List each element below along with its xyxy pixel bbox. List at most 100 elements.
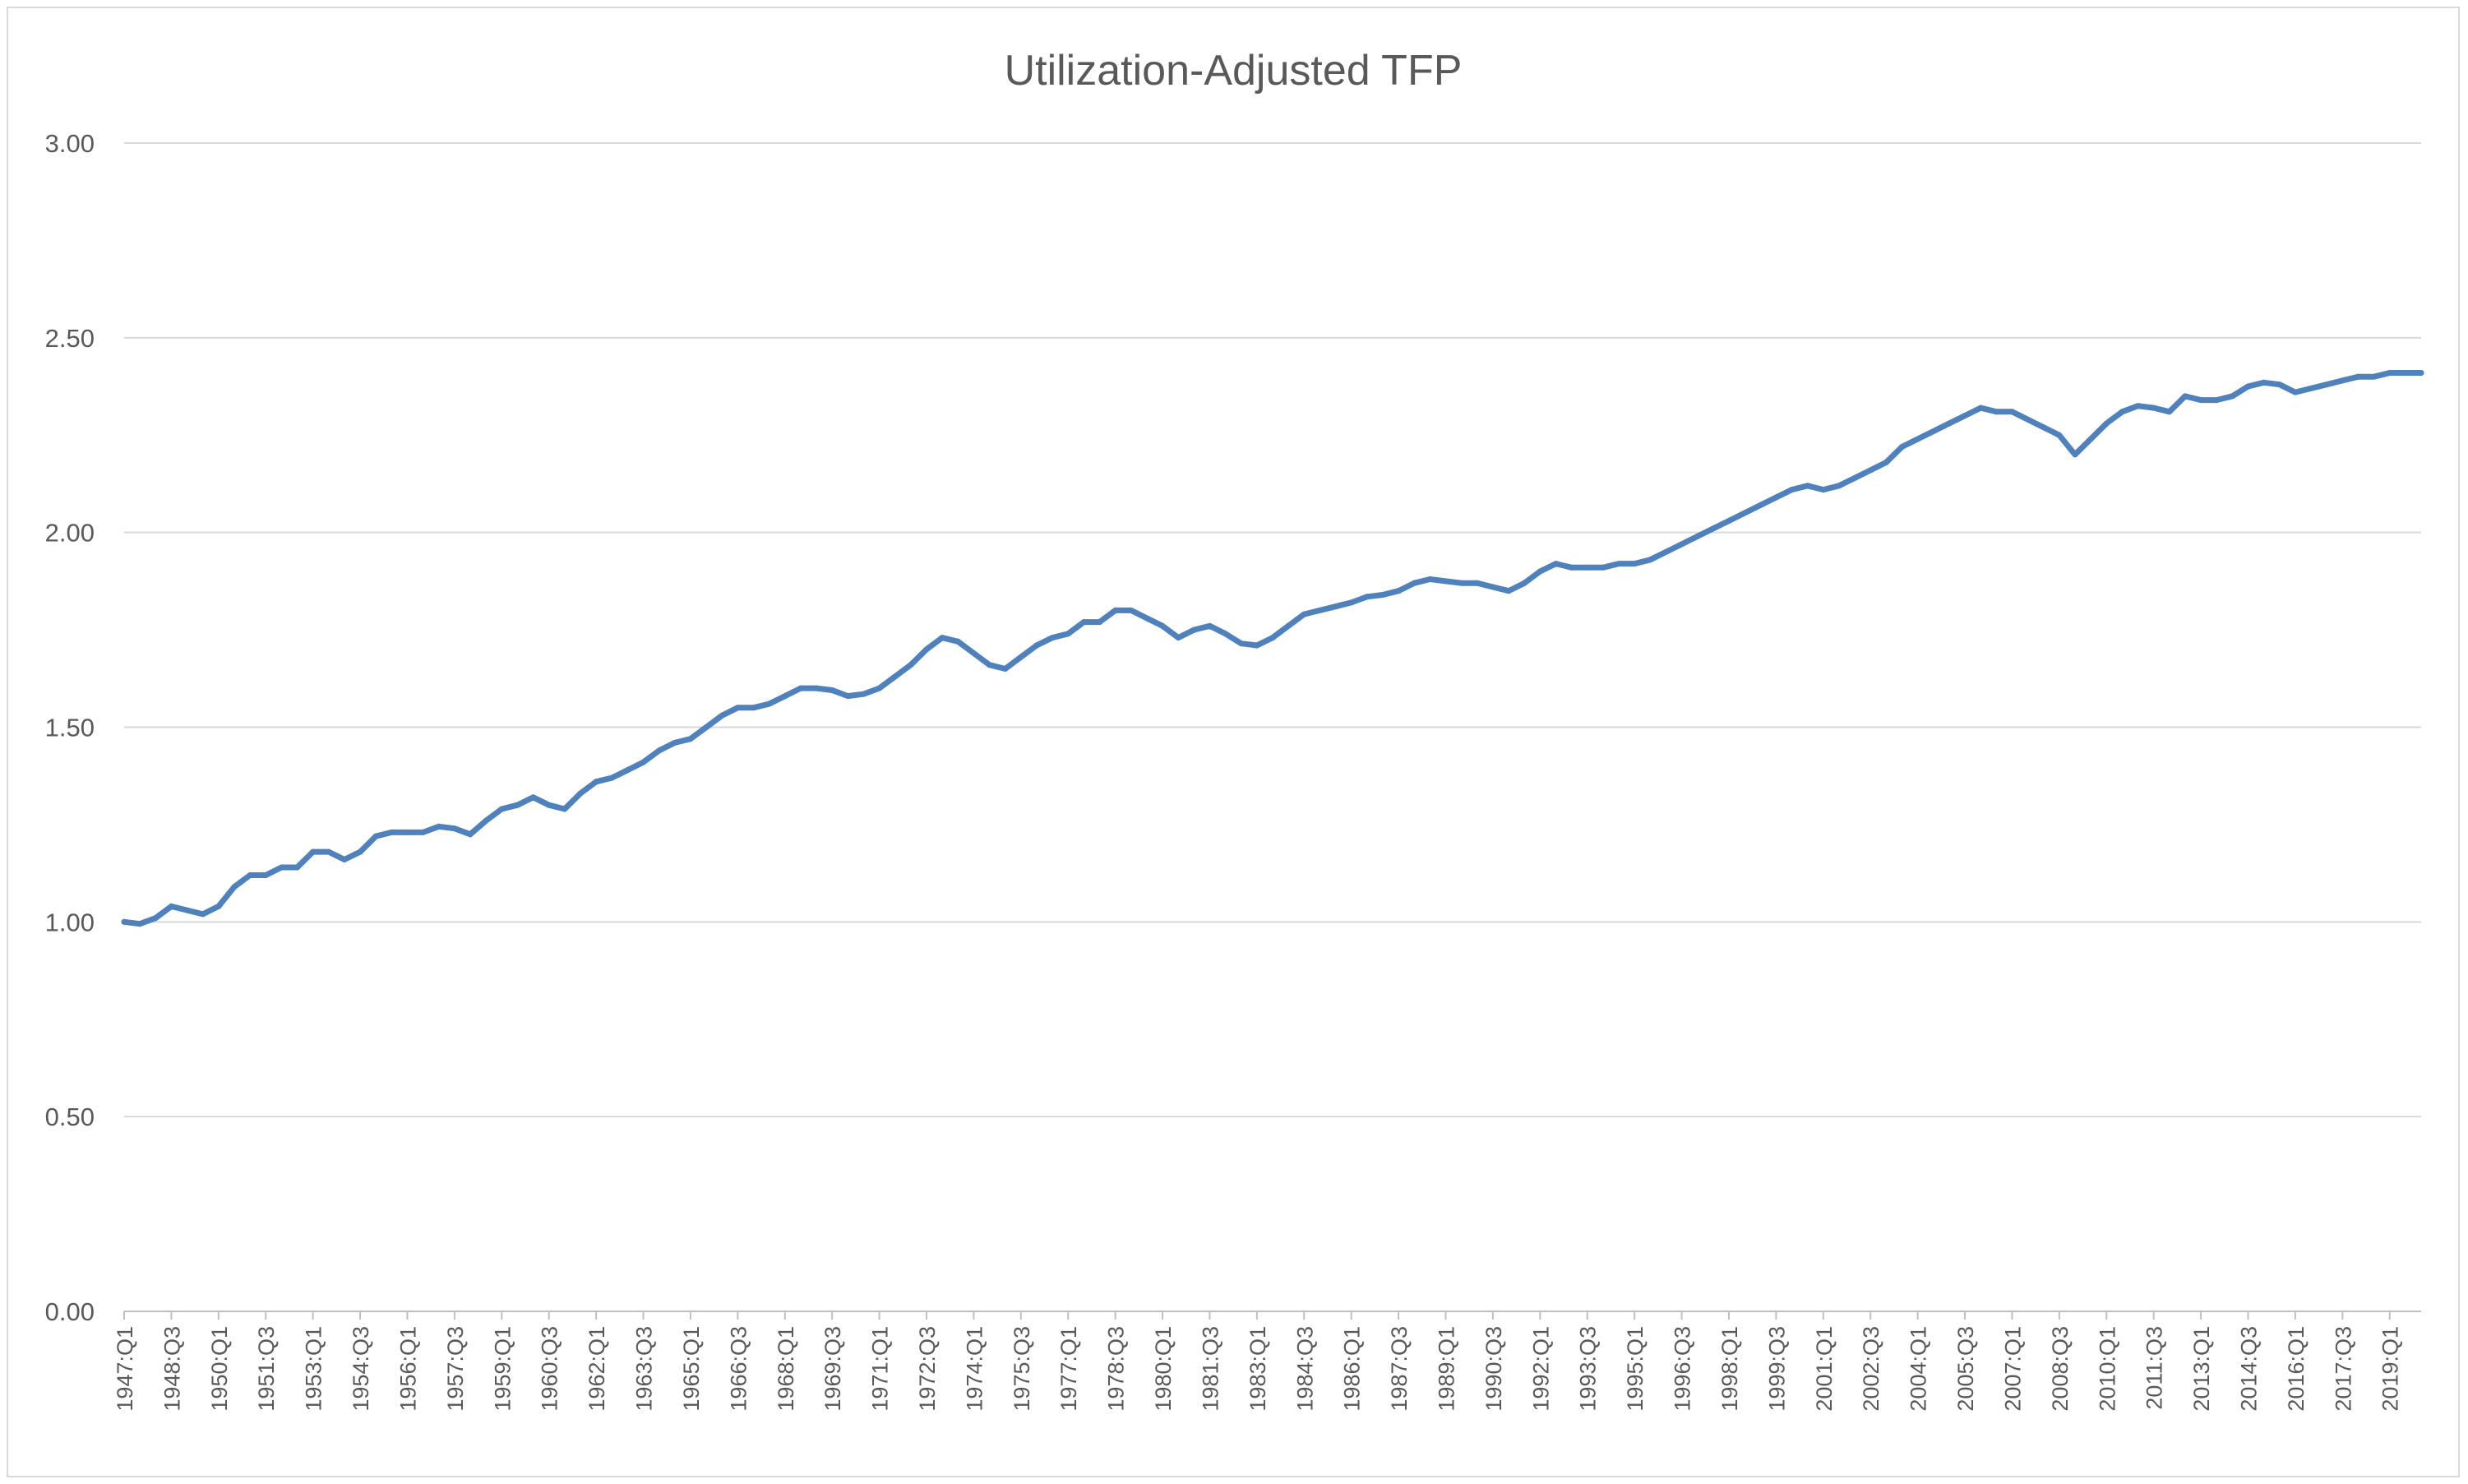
- data-point: [1867, 467, 1874, 474]
- y-tick-label: 2.00: [45, 519, 95, 548]
- data-point: [1348, 599, 1355, 606]
- y-axis-ticks: 0.00 0.50 1.00 1.50 2.00 2.50 3.00: [45, 129, 95, 1326]
- x-tick-label: 2005:Q3: [1953, 1326, 1978, 1412]
- data-point: [247, 872, 253, 878]
- data-point: [1065, 631, 1071, 637]
- data-point: [1899, 444, 1905, 450]
- x-tick-label: 2017:Q3: [2331, 1326, 2355, 1412]
- data-point: [562, 806, 568, 812]
- x-tick-label: 1983:Q1: [1246, 1326, 1270, 1412]
- x-tick-label: 1981:Q3: [1198, 1326, 1222, 1412]
- x-tick-label: 1960:Q3: [538, 1326, 562, 1412]
- data-point: [1584, 564, 1591, 571]
- data-point: [1301, 611, 1307, 617]
- x-tick-label: 1995:Q1: [1623, 1326, 1648, 1412]
- data-point: [1190, 626, 1197, 633]
- data-point: [719, 712, 725, 719]
- data-point: [593, 779, 599, 785]
- data-point: [2135, 403, 2141, 409]
- data-point: [734, 705, 741, 711]
- data-point: [656, 747, 663, 754]
- data-point: [420, 829, 427, 835]
- data-point: [1789, 487, 1795, 493]
- x-tick-label: 1959:Q1: [490, 1326, 515, 1412]
- data-point: [2056, 432, 2063, 438]
- data-point: [2387, 370, 2393, 376]
- x-tick-label: 1971:Q1: [868, 1326, 893, 1412]
- data-point: [1647, 557, 1653, 563]
- data-point: [687, 736, 694, 742]
- data-point: [2072, 451, 2078, 458]
- x-tick-label: 1984:Q3: [1292, 1326, 1317, 1412]
- data-point: [1615, 561, 1622, 567]
- y-tick-label: 2.50: [45, 324, 95, 353]
- data-point: [782, 693, 788, 700]
- data-point: [1443, 578, 1449, 585]
- data-point: [1411, 580, 1417, 586]
- data-point: [1426, 576, 1433, 582]
- data-point: [1380, 592, 1386, 598]
- x-tick-label: 2016:Q1: [2284, 1326, 2309, 1412]
- gridlines: [124, 142, 2421, 1312]
- data-point: [1883, 459, 1889, 465]
- data-point: [2308, 385, 2314, 391]
- data-point: [467, 831, 474, 838]
- data-point: [1097, 619, 1102, 626]
- data-point: [168, 903, 174, 909]
- data-point: [2087, 436, 2094, 442]
- data-point: [829, 687, 835, 693]
- chart-area: Utilization-Adjusted TFP 0.00 0.50 1.00 1.5…: [7, 7, 2460, 1477]
- data-point: [1962, 413, 1968, 419]
- data-point: [1569, 564, 1575, 571]
- data-point: [1175, 635, 1181, 641]
- x-axis-ticks: 1947:Q1 1948:Q3 1950:Q1 1951:Q3 1953:Q1 1954:…: [113, 1311, 2403, 1412]
- x-tick-label: 2001:Q1: [1812, 1326, 1837, 1412]
- data-point: [310, 848, 317, 855]
- data-point: [1553, 561, 1559, 567]
- y-tick-label: 1.50: [45, 714, 95, 742]
- x-tick-label: 2011:Q3: [2142, 1326, 2167, 1410]
- data-point: [2371, 373, 2378, 380]
- data-point: [1269, 635, 1276, 641]
- data-point: [1222, 631, 1229, 637]
- data-point: [2245, 383, 2251, 390]
- data-point: [2151, 405, 2157, 411]
- data-point: [844, 693, 851, 700]
- x-tick-label: 1963:Q3: [632, 1326, 657, 1412]
- data-point: [640, 759, 646, 765]
- data-point: [1537, 568, 1543, 575]
- data-point: [483, 817, 489, 824]
- x-tick-label: 2010:Q1: [2095, 1326, 2119, 1412]
- data-point: [436, 823, 442, 830]
- y-tick-label: 0.00: [45, 1297, 95, 1326]
- x-tick-label: 1947:Q1: [113, 1326, 137, 1412]
- data-point: [2182, 393, 2188, 400]
- data-point: [892, 673, 899, 680]
- data-point: [1333, 603, 1338, 610]
- x-tick-label: 1989:Q1: [1435, 1326, 1459, 1412]
- data-point: [1757, 502, 1763, 508]
- data-point: [326, 848, 332, 855]
- x-tick-label: 1969:Q3: [820, 1326, 845, 1412]
- data-point: [514, 802, 520, 808]
- data-point: [970, 650, 977, 656]
- x-tick-label: 1957:Q3: [443, 1326, 468, 1412]
- data-point: [1033, 642, 1040, 649]
- data-point: [1679, 541, 1685, 548]
- data-point: [2008, 409, 2015, 415]
- data-point: [624, 767, 631, 774]
- data-point: [498, 806, 505, 812]
- data-point: [766, 700, 773, 707]
- data-point: [1002, 666, 1009, 672]
- data-point: [121, 918, 127, 925]
- series-layer: [121, 370, 2424, 927]
- data-point: [2198, 397, 2204, 404]
- data-point: [372, 833, 379, 839]
- data-point: [1946, 420, 1953, 427]
- data-point: [1662, 548, 1669, 555]
- x-tick-label: 2013:Q1: [2189, 1326, 2214, 1412]
- data-point: [2339, 377, 2346, 384]
- data-point: [152, 915, 159, 922]
- data-point: [184, 907, 190, 913]
- data-point: [1080, 619, 1087, 626]
